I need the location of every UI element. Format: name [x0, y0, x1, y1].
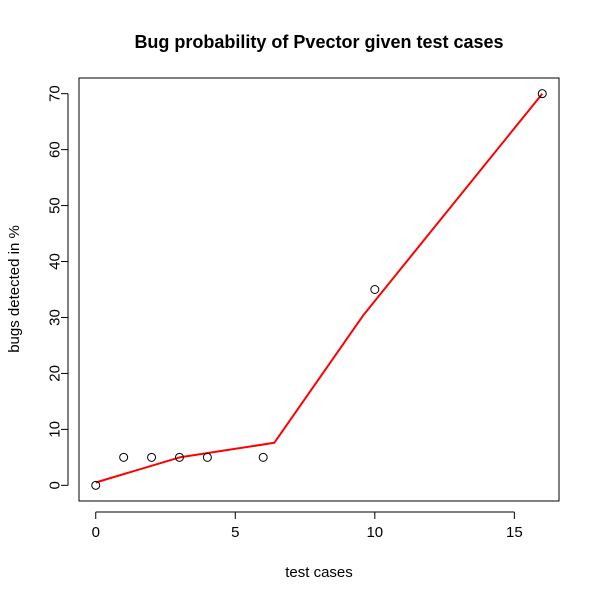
y-tick-label: 70 — [47, 85, 64, 102]
y-tick-label: 50 — [47, 197, 64, 214]
data-point — [258, 452, 268, 462]
x-tick-label: 10 — [366, 524, 383, 541]
fit-line-layer — [95, 93, 544, 484]
y-tick-label: 40 — [47, 253, 64, 270]
data-point — [174, 452, 184, 462]
y-tick-label: 20 — [47, 365, 64, 382]
data-point — [537, 89, 547, 99]
points-layer — [91, 89, 547, 490]
y-tick-label: 0 — [47, 481, 64, 489]
y-tick-label: 60 — [47, 141, 64, 158]
data-point — [91, 480, 101, 490]
data-point — [202, 452, 212, 462]
y-tick-label: 30 — [47, 309, 64, 326]
data-point — [370, 285, 380, 294]
data-point — [119, 452, 129, 462]
data-point — [147, 452, 157, 462]
y-axis-label: bugs detected in % — [6, 225, 23, 353]
y-axis: 0 10 20 30 40 50 60 70 — [47, 85, 69, 490]
x-tick-label: 5 — [231, 524, 239, 541]
x-tick-label: 0 — [92, 524, 100, 541]
x-tick-label: 15 — [506, 524, 523, 541]
x-axis-label: test cases — [285, 564, 353, 581]
fit-line — [95, 93, 544, 484]
x-axis: 0 5 10 15 — [92, 511, 523, 541]
y-tick-label: 10 — [47, 421, 64, 438]
plot-frame — [78, 77, 560, 502]
chart-title: Bug probability of Pvector given test ca… — [134, 32, 503, 52]
